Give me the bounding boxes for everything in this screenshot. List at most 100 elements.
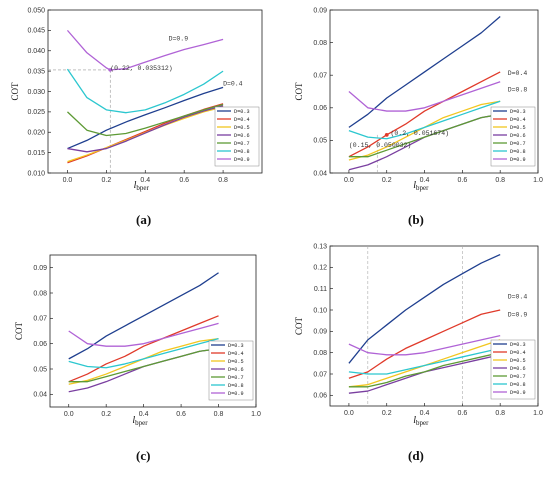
series-line-D=0.4 (68, 315, 219, 383)
legend-label: D=0.8 (510, 382, 526, 388)
annotation-label: D=0.4 (223, 80, 243, 87)
legend-label: D=0.6 (234, 133, 250, 139)
highlight-point (384, 132, 389, 137)
series-group (348, 16, 501, 171)
y-tick-label: 0.08 (313, 350, 327, 357)
series-line-D=0.8 (66, 68, 224, 114)
y-tick-label: 0.04 (33, 392, 47, 399)
x-tick-label: 0.6 (457, 177, 467, 184)
y-tick-label: 0.05 (33, 366, 47, 373)
legend-label: D=0.4 (228, 351, 244, 357)
panel-4: 0.06 0.07 0.08 0.09 0.10 0.11 0.12 0.13 0.0 0.2 0.… (294, 243, 543, 463)
plot-frame (329, 9, 539, 174)
y-tick-label: 0.025 (27, 109, 45, 116)
x-axis-label: lbper (413, 180, 429, 192)
y-tick-label: 0.010 (27, 170, 45, 177)
legend-label: D=0.6 (510, 366, 526, 372)
annotation-label: D=0.9 (508, 311, 528, 318)
series-line-D=0.7 (68, 348, 219, 383)
y-tick-label: 0.11 (314, 286, 327, 293)
x-tick-label: 1.0 (533, 410, 543, 417)
series-line-D=0.6 (67, 105, 224, 153)
x-tick-label: 0.2 (101, 411, 111, 418)
annotation-label: D=0.4 (508, 293, 528, 300)
annotation-label: D=0.9 (169, 36, 189, 43)
legend-label: D=0.6 (228, 367, 244, 373)
panel-3: 0.04 0.05 0.06 0.07 0.08 0.09 0.0 0.2 0.4 0.6 0.8 1… (14, 254, 261, 463)
y-tick-label: 0.13 (313, 243, 327, 250)
y-tick-label: 0.04 (313, 170, 327, 177)
y-tick-label: 0.09 (33, 265, 47, 272)
series-line-D=0.8 (348, 347, 501, 375)
x-tick-label: 0.4 (139, 411, 149, 418)
annotation-label: D=0.8 (508, 87, 528, 94)
y-tick-label: 0.020 (27, 130, 45, 137)
series-line-D=0.9 (348, 334, 501, 356)
x-tick-label: 0.0 (344, 410, 354, 417)
legend-label: D=0.5 (234, 125, 250, 131)
y-tick-label: 0.05 (313, 138, 327, 145)
legend-label: D=0.4 (510, 117, 526, 123)
x-tick-label: 0.4 (420, 410, 430, 417)
x-tick-label: 1.0 (251, 411, 261, 418)
y-tick-label: 0.045 (27, 28, 45, 35)
legend-label: D=0.9 (510, 157, 526, 163)
panel-label: (b) (408, 212, 424, 227)
legend-label: D=0.7 (234, 141, 250, 147)
legend: D=0.3 D=0.4 D=0.5 D=0.6 D=0.7 D=0.8 D=0.9 (490, 106, 536, 167)
legend-label: D=0.3 (228, 343, 244, 349)
series-line-D=0.9 (66, 29, 224, 71)
legend-box (490, 106, 536, 167)
legend-label: D=0.8 (510, 149, 526, 155)
annotation-label: (0.2, 0.051674) (391, 130, 450, 137)
series-line-D=0.8 (348, 100, 501, 140)
legend-label: D=0.8 (228, 383, 244, 389)
y-tick-label: 0.12 (313, 265, 327, 272)
y-axis-label: COT (294, 316, 304, 335)
plot-frame (49, 254, 257, 408)
series-line-D=0.4 (348, 309, 501, 379)
x-tick-label: 0.8 (218, 177, 228, 184)
legend-label: D=0.6 (510, 133, 526, 139)
y-tick-label: 0.08 (33, 290, 47, 297)
x-tick-label: 0.8 (495, 177, 505, 184)
x-axis-label: lbper (134, 180, 150, 192)
x-tick-label: 0.0 (344, 177, 354, 184)
y-tick-label: 0.07 (33, 316, 47, 323)
legend-label: D=0.3 (510, 109, 526, 115)
series-line-D=0.3 (67, 86, 224, 150)
panel-1: 0.010 0.015 0.020 0.025 0.030 0.035 0.040 0.045… (10, 7, 263, 227)
y-tick-label: 0.015 (27, 150, 45, 157)
y-tick-label: 0.040 (27, 48, 45, 55)
series-line-D=0.7 (67, 103, 224, 137)
x-tick-label: 0.8 (214, 411, 224, 418)
legend: D=0.3 D=0.4 D=0.5 D=0.6 D=0.7 D=0.8 D=0.9 (208, 340, 254, 401)
legend-label: D=0.9 (234, 157, 250, 163)
x-tick-label: 0.6 (457, 410, 467, 417)
y-tick-label: 0.09 (313, 329, 327, 336)
legend-label: D=0.5 (510, 125, 526, 131)
legend: D=0.3 D=0.4 D=0.5 D=0.6 D=0.7 D=0.8 D=0.9 (214, 106, 260, 167)
y-tick-label: 0.08 (313, 40, 327, 47)
series-line-D=0.9 (348, 81, 501, 112)
y-axis-label: COT (10, 82, 20, 101)
series-line-D=0.7 (348, 113, 501, 158)
x-tick-label: 0.2 (101, 177, 111, 184)
y-tick-label: 0.035 (27, 68, 45, 75)
series-group (348, 253, 501, 394)
legend-label: D=0.4 (510, 350, 526, 356)
highlight-point (108, 68, 113, 72)
annotation-label: (0.22, 0.035312) (110, 65, 172, 72)
legend-label: D=0.7 (228, 375, 244, 381)
x-axis-label: lbper (413, 415, 429, 427)
legend-label: D=0.5 (228, 359, 244, 365)
series-line-D=0.3 (348, 253, 501, 364)
annotation-label: (0.15, 0.050032) (349, 142, 411, 149)
legend-label: D=0.7 (510, 141, 526, 147)
legend-label: D=0.9 (510, 390, 526, 396)
x-tick-label: 0.0 (63, 177, 73, 184)
legend-box (490, 339, 536, 400)
x-axis-label: lbper (132, 415, 148, 427)
